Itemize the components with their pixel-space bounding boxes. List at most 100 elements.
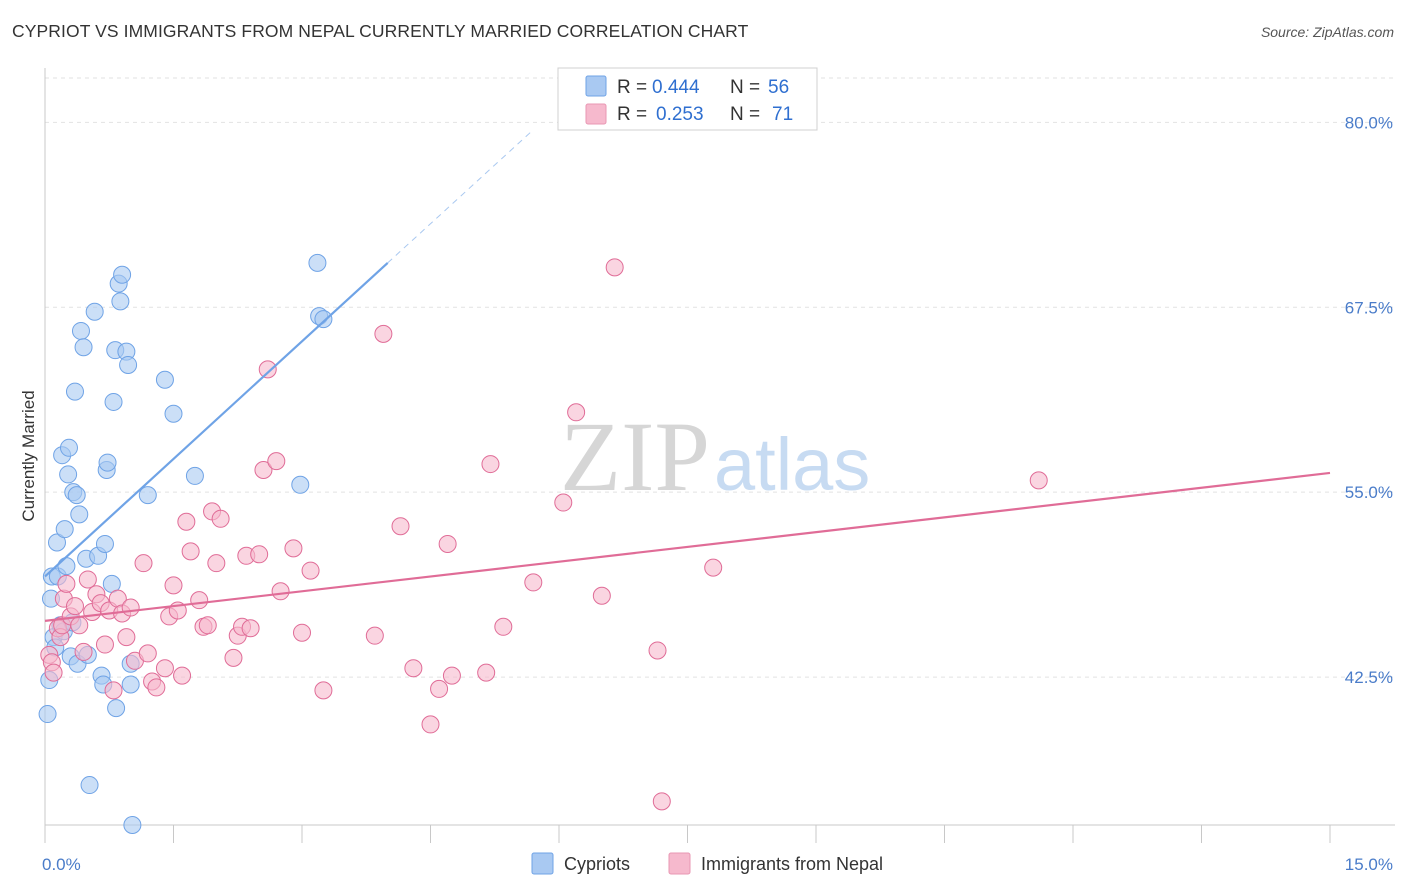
data-point [121, 675, 140, 694]
data-point [70, 616, 89, 635]
data-point [59, 465, 78, 484]
data-point [190, 591, 209, 610]
data-point [121, 598, 140, 617]
x-tick-labels: 0.0% 15.0% [42, 855, 1393, 874]
y-tick-labels: 42.5% 55.0% 67.5% 80.0% [1345, 113, 1393, 687]
data-point [134, 554, 153, 573]
legend-n-value-1: 71 [772, 104, 793, 125]
y-tick-label: 67.5% [1345, 298, 1393, 317]
data-point [181, 542, 200, 561]
watermark-zip: ZIP [560, 401, 710, 512]
data-point [198, 616, 217, 635]
data-point [138, 644, 157, 663]
data-point [430, 679, 449, 698]
data-point [291, 475, 310, 494]
data-point [57, 574, 76, 593]
trend-line [44, 471, 1331, 622]
data-point [442, 666, 461, 685]
bottom-legend-cypriots: Cypriots [564, 854, 630, 874]
data-point [374, 324, 393, 343]
chart-title: CYPRIOT VS IMMIGRANTS FROM NEPAL CURRENT… [12, 21, 749, 41]
data-point [241, 619, 260, 638]
bottom-legend-swatch-nepal [668, 852, 691, 875]
data-point [65, 382, 84, 401]
data-point [314, 310, 333, 329]
data-point [138, 486, 157, 505]
data-point [95, 534, 114, 553]
data-point [207, 554, 226, 573]
data-point [44, 663, 63, 682]
data-point [111, 292, 130, 311]
data-point [71, 321, 90, 340]
data-point [301, 561, 320, 580]
data-point [164, 404, 183, 423]
y-axis-label: Currently Married [19, 390, 38, 521]
data-point [652, 792, 671, 811]
data-point [267, 452, 286, 471]
data-point [605, 258, 624, 277]
data-point [421, 715, 440, 734]
legend-r-label-1: R = [617, 104, 647, 125]
data-point [59, 438, 78, 457]
data-point [173, 666, 192, 685]
data-point [65, 597, 84, 616]
data-point [293, 623, 311, 642]
data-point [80, 776, 99, 795]
data-point [391, 517, 410, 536]
trend-lines [44, 129, 1331, 622]
data-point [47, 533, 66, 552]
data-point [567, 403, 586, 422]
grid-lines [45, 77, 1395, 678]
watermark-atlas: atlas [714, 423, 870, 506]
data-point [250, 545, 269, 564]
y-tick-label: 80.0% [1345, 113, 1393, 132]
data-point [404, 659, 423, 678]
data-point [57, 557, 76, 576]
data-point [67, 486, 86, 505]
source-label: Source: ZipAtlas.com [1260, 24, 1394, 40]
data-point [177, 512, 196, 531]
data-point [104, 681, 123, 700]
data-point [85, 302, 104, 321]
legend-n-label-1: N = [730, 104, 760, 125]
data-point [113, 265, 132, 284]
legend-n-label-0: N = [730, 77, 760, 98]
data-point [554, 493, 573, 512]
trend-line [44, 262, 389, 578]
data-point [74, 642, 93, 661]
data-point [592, 586, 611, 605]
legend-n-value-0: 56 [768, 77, 789, 98]
trend-line-extension [387, 129, 534, 264]
nepal-points [40, 258, 1048, 811]
data-point [704, 558, 723, 577]
data-point [123, 816, 142, 834]
data-point [70, 505, 89, 524]
axes [44, 68, 1395, 843]
legend-r-label-0: R = [617, 77, 647, 98]
bottom-legend-swatch-cypriots [531, 852, 554, 875]
data-point [271, 582, 290, 601]
data-point [254, 460, 273, 479]
data-point [648, 641, 667, 660]
legend-r-value-0: 0.444 [652, 77, 700, 98]
data-point [258, 360, 277, 379]
data-point [308, 253, 327, 272]
data-point [119, 355, 138, 374]
data-point [494, 617, 513, 636]
data-point [74, 338, 93, 357]
data-point [104, 392, 123, 411]
data-point [314, 681, 333, 700]
y-tick-label: 42.5% [1345, 668, 1393, 687]
y-tick-label: 55.0% [1345, 483, 1393, 502]
data-point [477, 663, 496, 682]
data-point [95, 635, 114, 654]
legend-swatch-cypriots [585, 75, 607, 97]
data-point [164, 576, 183, 595]
data-point [147, 678, 166, 697]
data-point [38, 705, 57, 724]
data-point [185, 466, 204, 485]
data-point [224, 648, 243, 667]
data-point [524, 573, 543, 592]
data-point [98, 453, 117, 472]
